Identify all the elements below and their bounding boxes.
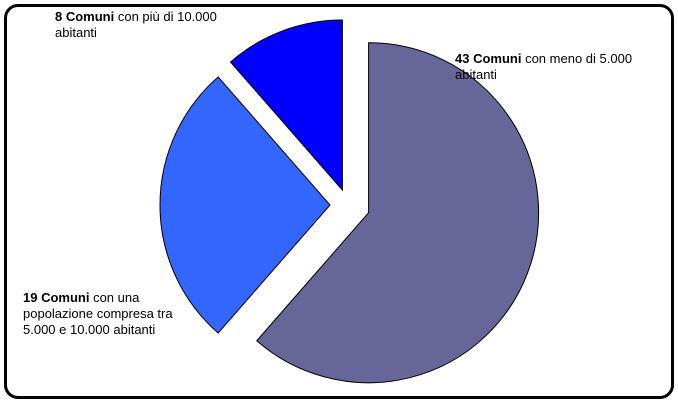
pie-slice-8 <box>229 19 343 192</box>
pie-slice-19 <box>159 76 331 334</box>
slice-label-text: con più di 10.000 abitanti <box>55 9 217 40</box>
slice-label-bold: 19 Comuni <box>23 290 90 305</box>
slice-label-43-comuni: 43 Comuni con meno di 5.000 abitanti <box>455 51 645 83</box>
pie-slice-43 <box>256 42 540 384</box>
slice-label-8-comuni: 8 Comuni con più di 10.000 abitanti <box>55 9 245 41</box>
slice-label-19-comuni: 19 Comuni con una popolazione compresa t… <box>23 290 193 338</box>
slice-label-bold: 8 Comuni <box>55 9 115 24</box>
slice-label-bold: 43 Comuni <box>455 51 522 66</box>
slice-label-text: con una popolazione compresa tra 5.000 e… <box>23 290 173 337</box>
slice-label-text: con meno di 5.000 abitanti <box>455 51 633 82</box>
